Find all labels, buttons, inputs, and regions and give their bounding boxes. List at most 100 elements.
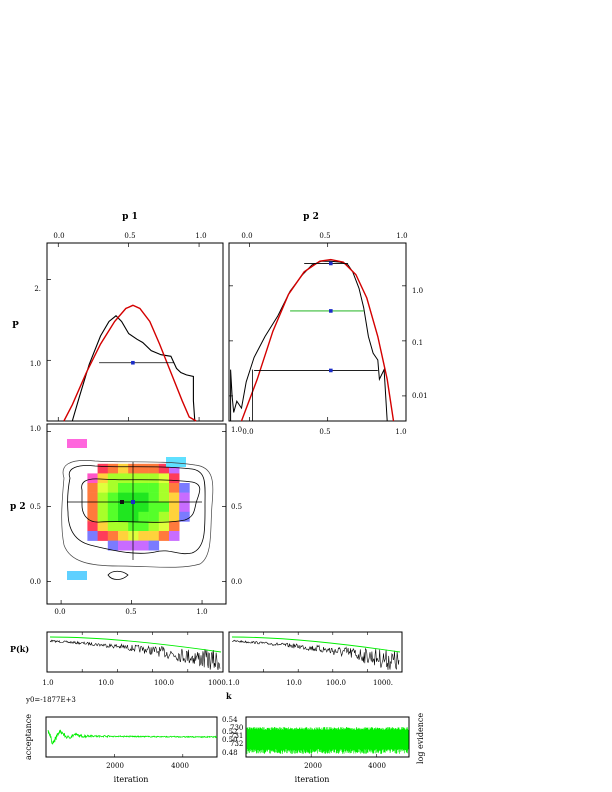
- panel-frame: [46, 242, 224, 422]
- panel-log-evidence: log evidence iteration 2000 4000 730 731…: [230, 713, 425, 784]
- y-axis-label: P: [12, 321, 19, 331]
- y-tick-label: 1.0: [30, 360, 41, 368]
- heat-cell: [138, 540, 149, 551]
- heat-cell: [128, 473, 139, 484]
- y-tick-label: 0.01: [412, 392, 428, 400]
- heat-cell: [107, 473, 119, 484]
- heat-cell: [107, 521, 119, 532]
- x-axis-label: k: [226, 691, 232, 701]
- mean-marker: [131, 500, 135, 504]
- y-axis-label: p 2: [10, 502, 26, 512]
- heat-cell: [128, 492, 139, 503]
- heat-cell: [107, 463, 119, 474]
- plot-area: [47, 729, 218, 757]
- panel-title: p 2: [303, 212, 319, 222]
- contour-outer: [61, 460, 214, 568]
- x-tick-label: 0.0: [241, 232, 252, 240]
- spectrum-trace: [49, 639, 221, 671]
- x-tick-label: 0.5: [319, 232, 330, 240]
- x-axis-label: iteration: [295, 775, 330, 784]
- heat-cell: [97, 483, 109, 493]
- heat-cell: [148, 502, 160, 513]
- acceptance-trace: [47, 729, 218, 745]
- y-axis-label: acceptance: [24, 714, 33, 760]
- x-tick-label: 0.0: [53, 232, 64, 240]
- heat-cell: [97, 511, 109, 522]
- heat-cell: [148, 540, 160, 551]
- x-tick-label: 4000: [171, 762, 189, 770]
- heat-cell: [138, 492, 149, 503]
- heat-cell: [118, 531, 129, 541]
- y-axis-label: log evidence: [416, 713, 425, 764]
- heat-cell: [97, 473, 109, 484]
- contour-island: [107, 570, 129, 580]
- heat-cell: [169, 473, 180, 484]
- y-tick-label: 1.0: [412, 287, 423, 295]
- heat-cell: [148, 492, 160, 503]
- x-tick-label: 0.5: [124, 232, 135, 240]
- x-tick-label: 1.0: [196, 608, 207, 616]
- right-tick-label: 1.0: [231, 426, 242, 434]
- heat-cell: [128, 531, 139, 541]
- y-tick-label: 1.0: [30, 425, 41, 433]
- heatmap-cells: [67, 439, 190, 580]
- heat-cell: [128, 463, 139, 474]
- heat-cell: [158, 531, 170, 541]
- heat-cell: [158, 521, 170, 532]
- y-tick-label: 732: [230, 740, 243, 748]
- panel-frame-left: [46, 631, 224, 673]
- x-tick-label: 0.5: [125, 608, 136, 616]
- heat-cell: [87, 521, 98, 532]
- axis-ticks: [47, 431, 226, 604]
- panel-title: p 1: [122, 212, 138, 222]
- heat-cell: [128, 521, 139, 532]
- interval-marker: [131, 360, 135, 365]
- y-tick-label: 0.52: [222, 728, 238, 736]
- spectrum-model: [49, 636, 222, 653]
- heat-cell: [138, 511, 149, 522]
- x-tick-label: 1.0: [228, 679, 239, 687]
- plot-area: [63, 304, 197, 422]
- heat-cell: [87, 502, 98, 513]
- heat-cell: [107, 483, 119, 493]
- y-tick-label: 0.0: [30, 578, 41, 586]
- histogram-line: [230, 260, 388, 422]
- interval-marker: [329, 261, 333, 266]
- red-curve: [240, 258, 395, 422]
- y-tick-label: 2.: [34, 285, 41, 293]
- heat-cell: [107, 502, 119, 513]
- heat-cell: [118, 521, 129, 532]
- panel-marginal-p1: p 1 P 0.0 0.5 1.0 1.0 2.: [12, 212, 224, 422]
- heat-cell: [107, 540, 119, 551]
- spectrum-model: [231, 636, 401, 653]
- heat-cell: [97, 492, 109, 503]
- right-tick-label: 0.5: [231, 503, 242, 511]
- heat-cell: [138, 473, 149, 484]
- panel-frame-right: [228, 631, 403, 673]
- panel-power-spectrum: P(k) k 1.0 10.0 100.0 1000. 1.0 10.0 100…: [10, 631, 403, 701]
- x-tick-label: 1.0: [195, 232, 206, 240]
- heat-cell: [169, 483, 180, 493]
- heat-cell: [138, 483, 149, 493]
- panel-joint: p 2 0.0 0.5 1.0 0.0 0.5 1.0 0.0 0.5 1.0: [10, 423, 242, 616]
- plot-area-left: [46, 632, 224, 672]
- heat-cell: [138, 531, 149, 541]
- x-tick-label-lower: 0.5: [319, 428, 330, 436]
- y-tick-label: 0.5: [30, 503, 41, 511]
- heat-cell: [169, 511, 180, 522]
- heat-cell: [179, 511, 190, 522]
- heat-cell: [107, 492, 119, 503]
- y-tick-label: 0.1: [412, 339, 423, 347]
- heat-cell: [138, 521, 149, 532]
- plot-area: [230, 258, 395, 422]
- x-tick-label: 2000: [304, 762, 322, 770]
- x-tick-label: 100.0: [154, 679, 174, 687]
- contour-mid: [67, 465, 206, 555]
- heat-cell: [118, 511, 129, 522]
- offset-label: y0=-1877E+3: [25, 696, 76, 704]
- heat-cell: [87, 473, 98, 484]
- heat-cell: [148, 531, 160, 541]
- heat-cell: [118, 483, 129, 493]
- heat-cell: [128, 502, 139, 513]
- peak-marker: [120, 500, 124, 504]
